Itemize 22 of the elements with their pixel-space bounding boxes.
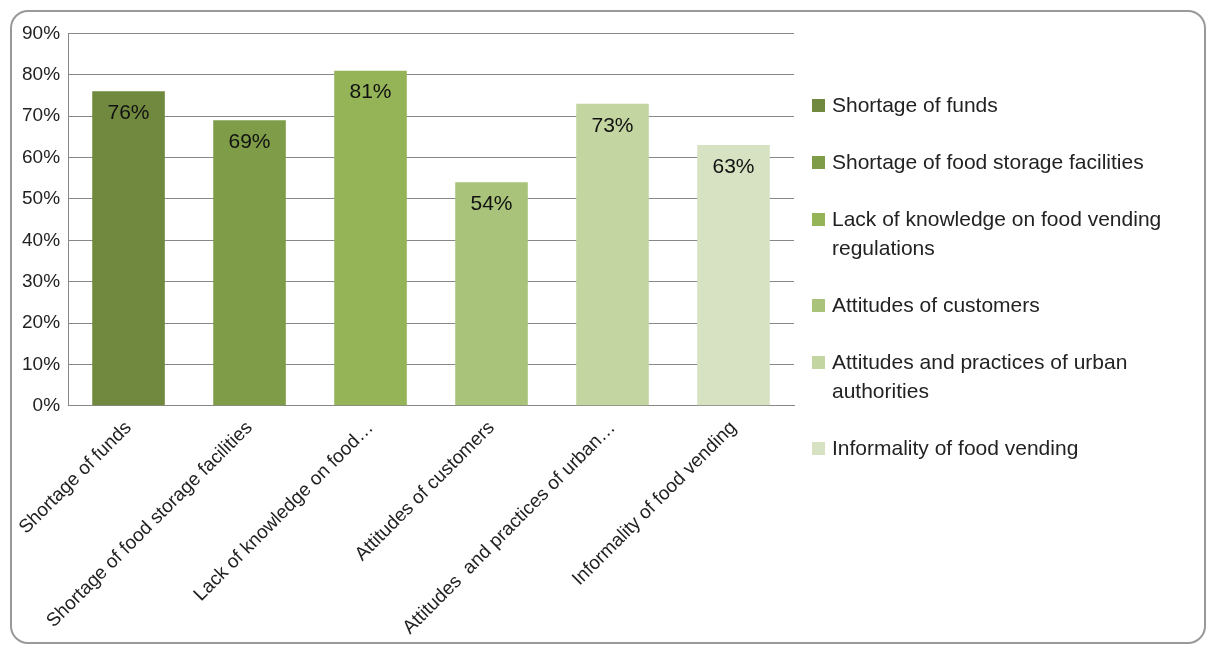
data-label: 73% bbox=[591, 112, 634, 136]
y-tick-label: 10% bbox=[22, 352, 61, 374]
legend-label: Attitudes and practices of urban authorities bbox=[832, 349, 1129, 404]
legend-label: Lack of knowledge on food vending regulations bbox=[832, 206, 1163, 261]
data-label: 54% bbox=[470, 191, 513, 215]
y-tick-label: 30% bbox=[22, 269, 61, 291]
legend-label: Informality of food vending bbox=[832, 435, 1079, 461]
data-label: 76% bbox=[107, 100, 150, 124]
y-tick-label: 90% bbox=[22, 21, 61, 43]
data-label: 81% bbox=[349, 79, 392, 103]
data-label: 63% bbox=[712, 153, 755, 177]
legend-label: Shortage of funds bbox=[832, 92, 998, 118]
legend-label: Shortage of food storage facilities bbox=[832, 149, 1144, 175]
y-tick-label: 40% bbox=[22, 228, 61, 250]
data-label: 69% bbox=[228, 129, 271, 153]
y-tick-label: 20% bbox=[22, 311, 61, 333]
y-tick-label: 70% bbox=[22, 104, 61, 126]
y-tick-label: 0% bbox=[32, 393, 61, 415]
y-tick-label: 60% bbox=[22, 145, 61, 167]
legend-label: Attitudes of customers bbox=[832, 292, 1040, 318]
y-tick-label: 50% bbox=[22, 187, 61, 209]
y-tick-label: 80% bbox=[22, 63, 61, 85]
